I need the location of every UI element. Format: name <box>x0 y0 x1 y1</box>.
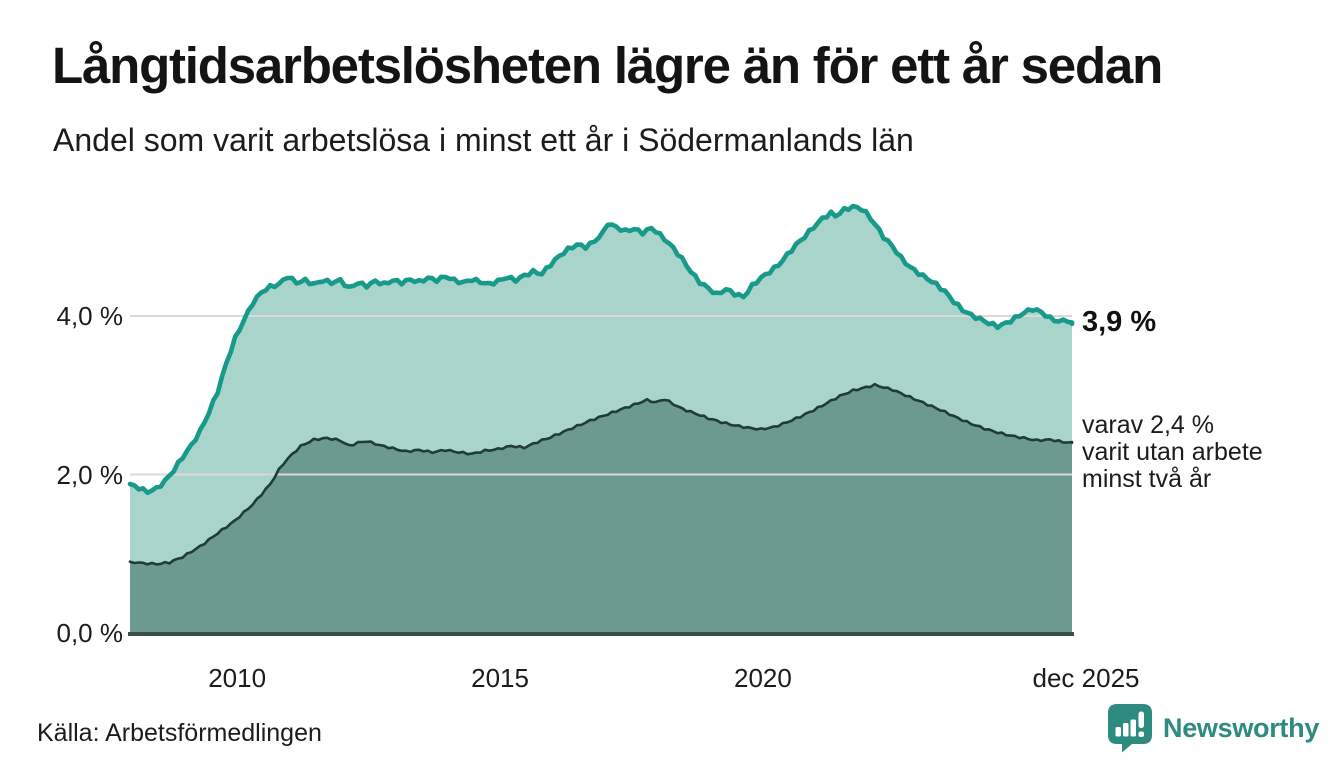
y-axis-tick-label: 2,0 % <box>56 459 124 490</box>
end-value-label-total: 3,9 % <box>1082 306 1157 338</box>
x-axis-tick-label: 2010 <box>208 663 267 693</box>
page-title: Långtidsarbetslösheten lägre än för ett … <box>52 37 1163 94</box>
y-axis-tick-label: 0,0 % <box>56 618 124 648</box>
brand-name: Newsworthy <box>1163 713 1320 743</box>
source-label: Källa: Arbetsförmedlingen <box>37 719 322 747</box>
bar-chart-speech-bubble-icon <box>1108 704 1152 753</box>
x-axis-tick-label: 2020 <box>733 663 792 693</box>
x-axis-tick-label: dec 2025 <box>1032 663 1140 693</box>
newsworthy-logo[interactable]: Newsworthy <box>1108 704 1319 753</box>
y-axis-tick-label: 4,0 % <box>56 301 124 331</box>
page-subtitle: Andel som varit arbetslösa i minst ett å… <box>53 122 914 158</box>
end-value-label-two-years: varav 2,4 % varit utan arbete minst två … <box>1082 411 1263 493</box>
x-axis-tick-label: 2015 <box>471 663 529 693</box>
